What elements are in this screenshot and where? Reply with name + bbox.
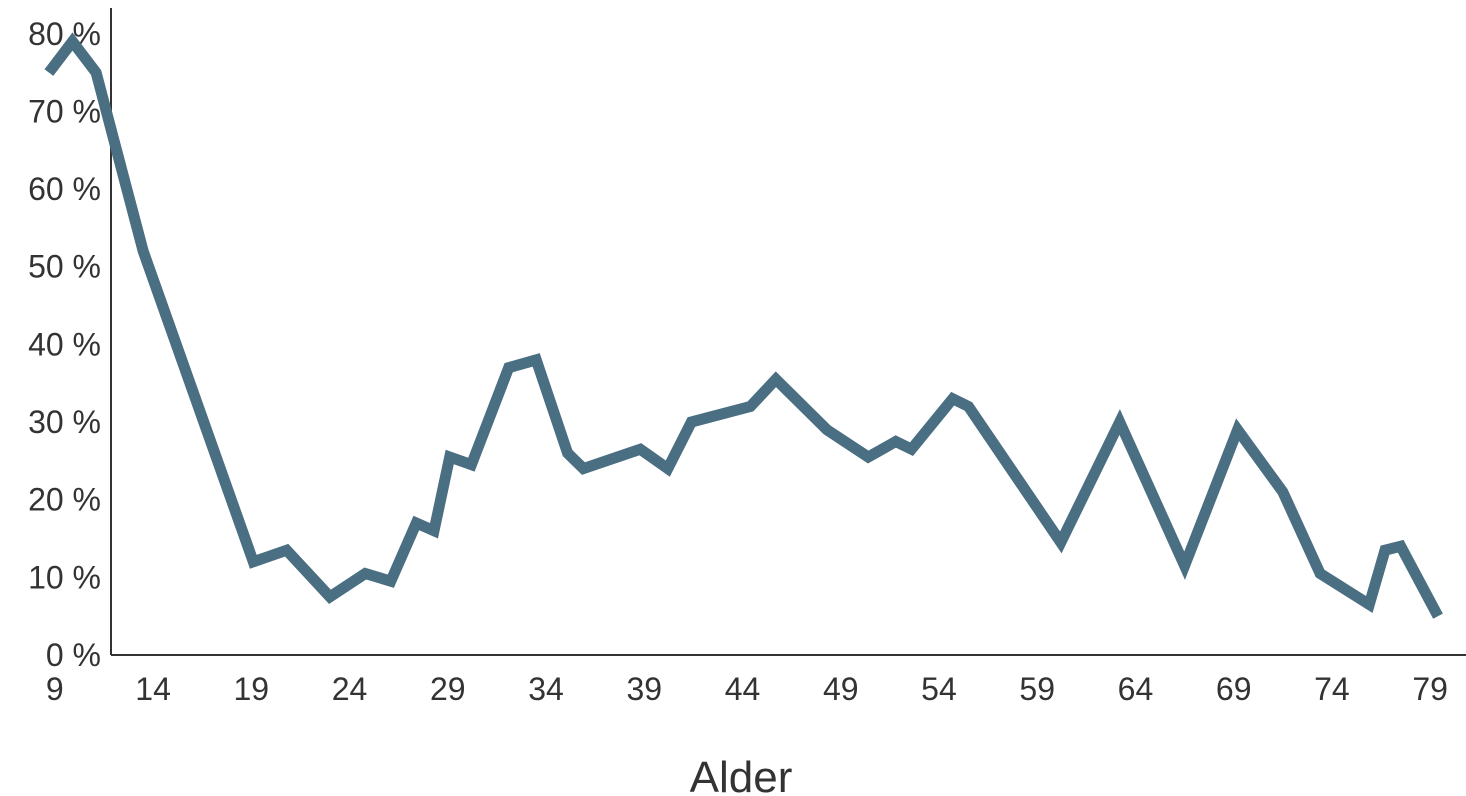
x-tick-label: 44 <box>725 671 761 707</box>
x-tick-label: 59 <box>1019 671 1055 707</box>
y-tick-label: 50 % <box>28 249 101 285</box>
series-line <box>44 32 1443 619</box>
x-tick-label: 39 <box>626 671 662 707</box>
x-tick-label: 14 <box>135 671 171 707</box>
x-tick-label: 49 <box>823 671 859 707</box>
x-tick-label: 9 <box>46 671 64 707</box>
y-axis-tick-labels: 0 %10 %20 %30 %40 %50 %60 %70 %80 % <box>28 16 101 673</box>
x-tick-label: 69 <box>1216 671 1252 707</box>
y-tick-label: 10 % <box>28 559 101 595</box>
y-tick-label: 70 % <box>28 93 101 129</box>
y-tick-label: 30 % <box>28 404 101 440</box>
y-tick-label: 0 % <box>46 637 101 673</box>
x-tick-label: 64 <box>1118 671 1154 707</box>
y-tick-label: 20 % <box>28 482 101 518</box>
x-tick-label: 29 <box>430 671 466 707</box>
x-tick-label: 79 <box>1412 671 1448 707</box>
data-points <box>47 40 1440 619</box>
x-tick-label: 34 <box>528 671 564 707</box>
y-tick-label: 40 % <box>28 326 101 362</box>
x-tick-label: 24 <box>332 671 368 707</box>
x-axis-title: Alder <box>690 753 793 796</box>
x-tick-label: 54 <box>921 671 957 707</box>
y-tick-label: 60 % <box>28 171 101 207</box>
x-axis-tick-labels: 9 14 19 24 29 34 39 44 49 54 59 64 69 74 79 <box>46 671 1448 707</box>
x-tick-label: 19 <box>234 671 270 707</box>
x-tick-label: 74 <box>1314 671 1350 707</box>
